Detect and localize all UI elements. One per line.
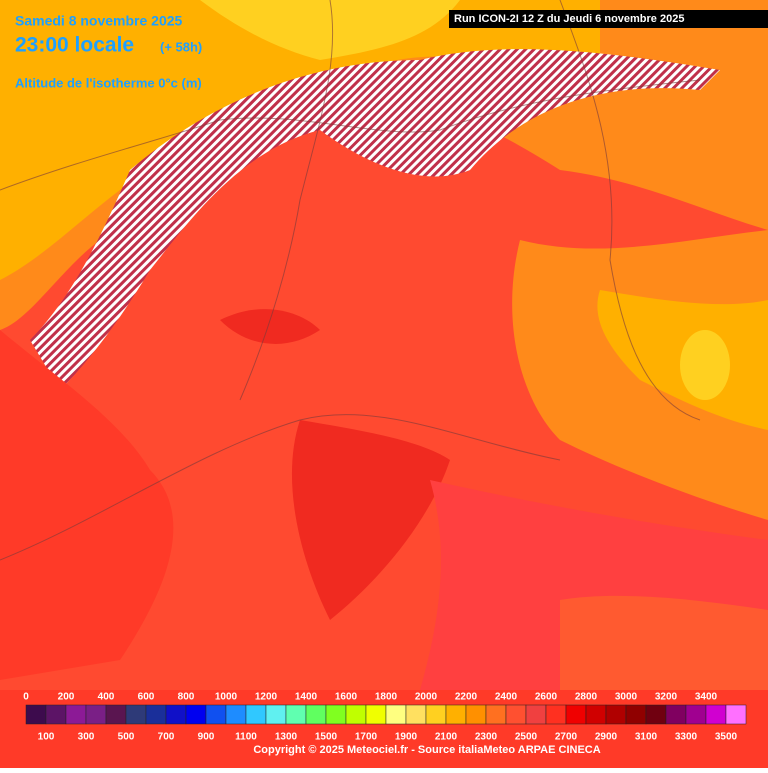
legend-swatch [545, 704, 567, 725]
legend-swatch [125, 704, 147, 725]
legend-label: 200 [58, 692, 75, 703]
legend-swatch [345, 704, 367, 725]
run: Run ICON-2I 12 Z du Jeudi 6 novembre 202… [454, 13, 684, 25]
legend-label: 1600 [335, 692, 358, 703]
legend-swatch [245, 704, 267, 725]
legend-swatch [205, 704, 227, 725]
legend-label: 1100 [235, 732, 257, 743]
legend-swatch [585, 704, 607, 725]
legend-label: 3100 [635, 732, 658, 743]
borders [0, 0, 701, 561]
copyright: Copyright © 2025 Meteociel.fr - Source i… [253, 744, 600, 756]
legend-swatch [385, 704, 407, 725]
legend-label: 2300 [475, 732, 498, 743]
legend-swatch [145, 704, 167, 725]
parameter: Altitude de l'isotherme 0°c (m) [15, 75, 202, 90]
legend-swatch [445, 704, 467, 725]
legend-label: 2200 [455, 692, 478, 703]
legend-label: 2000 [415, 692, 438, 703]
legend-label: 700 [158, 732, 175, 743]
legend-swatch [265, 704, 287, 725]
legend-swatch [225, 704, 247, 725]
run-box [449, 10, 768, 28]
legend-swatch [645, 704, 667, 725]
legend-label: 1000 [215, 692, 238, 703]
legend-label: 1500 [315, 732, 338, 743]
legend-label: 2100 [435, 732, 458, 743]
legend-swatch [625, 704, 647, 725]
legend-swatch [705, 704, 727, 725]
legend-label: 300 [78, 732, 95, 743]
legend-swatch [285, 704, 307, 725]
legend-swatch [185, 704, 207, 725]
legend: 0 200 400 600 800 1000 1200 1400 1600 1800 2000 220… [23, 692, 747, 743]
legend-label: 2900 [595, 732, 618, 743]
legend-label: 900 [198, 732, 215, 743]
legend-label: 1400 [295, 692, 318, 703]
legend-label: 1900 [395, 732, 418, 743]
legend-label: 1700 [355, 732, 378, 743]
legend-swatch [45, 704, 67, 725]
legend-swatch [465, 704, 487, 725]
legend-label: 800 [178, 692, 195, 703]
legend-label: 2800 [575, 692, 598, 703]
legend-swatch [65, 704, 87, 725]
legend-label: 1800 [375, 692, 398, 703]
legend-label: 3400 [695, 692, 718, 703]
legend-swatch [405, 704, 427, 725]
legend-swatch [85, 704, 107, 725]
offset: (+ 58h) [160, 39, 202, 54]
time: 23:00 locale [15, 34, 134, 57]
legend-swatch [565, 704, 587, 725]
legend-label: 0 [23, 692, 29, 703]
legend-label: 1200 [255, 692, 278, 703]
legend-label: 3200 [655, 692, 678, 703]
legend-background [0, 690, 768, 768]
legend-swatch [685, 704, 707, 725]
legend-swatch [725, 704, 747, 725]
legend-swatch [365, 704, 387, 725]
legend-swatch [665, 704, 687, 725]
legend-swatch [505, 704, 527, 725]
legend-swatch [485, 704, 507, 725]
legend-label: 3500 [715, 732, 738, 743]
legend-label: 100 [38, 732, 55, 743]
date: Samedi 8 novembre 2025 [15, 13, 183, 29]
legend-swatch [425, 704, 447, 725]
legend-label: 1300 [275, 732, 298, 743]
legend-label: 2700 [555, 732, 578, 743]
legend-swatch [25, 704, 47, 725]
legend-label: 2500 [515, 732, 538, 743]
legend-swatch [325, 704, 347, 725]
legend-swatch [165, 704, 187, 725]
legend-label: 2400 [495, 692, 518, 703]
legend-swatch [605, 704, 627, 725]
legend-label: 400 [98, 692, 115, 703]
legend-label: 2600 [535, 692, 558, 703]
legend-swatch [105, 704, 127, 725]
legend-label: 3300 [675, 732, 698, 743]
legend-label: 500 [118, 732, 135, 743]
legend-swatch [525, 704, 547, 725]
legend-swatch [305, 704, 327, 725]
legend-label: 3000 [615, 692, 638, 703]
legend-label: 600 [138, 692, 155, 703]
